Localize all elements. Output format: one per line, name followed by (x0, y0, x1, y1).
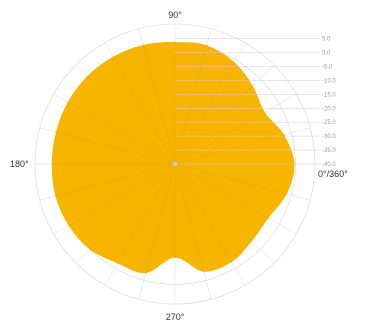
pattern-point (267, 217, 270, 219)
pattern-point (67, 101, 69, 104)
pattern-point (54, 195, 57, 197)
pattern-point (89, 248, 91, 250)
pattern-point (202, 270, 205, 273)
scale-tick-label: -40.0 (322, 162, 336, 168)
pattern-point (51, 163, 53, 165)
pattern-point (282, 134, 285, 136)
radiation-pattern (51, 41, 295, 274)
pattern-point (174, 256, 176, 259)
pattern-point (116, 262, 119, 264)
pattern-spoke (138, 42, 176, 165)
pattern-point (145, 271, 147, 274)
scale-tick-label: -35.0 (322, 148, 336, 154)
scale-tick-label: 5.0 (322, 37, 331, 43)
pattern-spoke (53, 163, 176, 235)
pattern-spoke (53, 93, 176, 165)
pattern-point (174, 41, 176, 44)
scale-tick-label: -20.0 (322, 106, 336, 112)
angle-label-180: 180° (10, 159, 29, 169)
pattern-spoke (174, 163, 212, 273)
radial-scale: 5.0 0.0 -5.0 -10.0 -15.0 -20.0 -25.0 -30.0 -35.0… (175, 37, 336, 168)
pattern-spoke (174, 42, 212, 165)
scale-tick-label: -15.0 (322, 92, 336, 98)
scale-tick-label: 0.0 (322, 51, 331, 57)
pattern-point (205, 44, 208, 47)
pattern-point (142, 44, 144, 47)
pattern-spoke (52, 163, 176, 201)
angle-label-90: 90° (168, 10, 182, 20)
pattern-point (233, 61, 235, 63)
scale-tick-label: -25.0 (322, 120, 336, 126)
pattern-spoke (75, 64, 176, 165)
scale-tick-label: -10.0 (322, 78, 336, 84)
pattern-point (263, 111, 266, 114)
pattern-point (55, 131, 58, 133)
pattern-spoke (174, 42, 246, 165)
pattern-spoke (104, 42, 176, 165)
pattern-spoke (52, 127, 176, 165)
angle-label-270: 270° (166, 312, 185, 322)
pattern-point (250, 239, 253, 242)
pattern-point (285, 193, 288, 195)
pattern-spoke (138, 163, 176, 273)
pattern-point (86, 75, 89, 78)
scale-tick-label: -5.0 (322, 65, 333, 71)
pattern-spoke (75, 163, 176, 264)
pattern-point (251, 85, 254, 88)
angle-label-0: 0°/360° (318, 169, 348, 179)
pattern-point (230, 261, 233, 263)
pattern-point (112, 56, 115, 58)
center-dot (172, 161, 178, 167)
scale-tick-label: -30.0 (322, 134, 336, 140)
pattern-point (68, 224, 70, 227)
